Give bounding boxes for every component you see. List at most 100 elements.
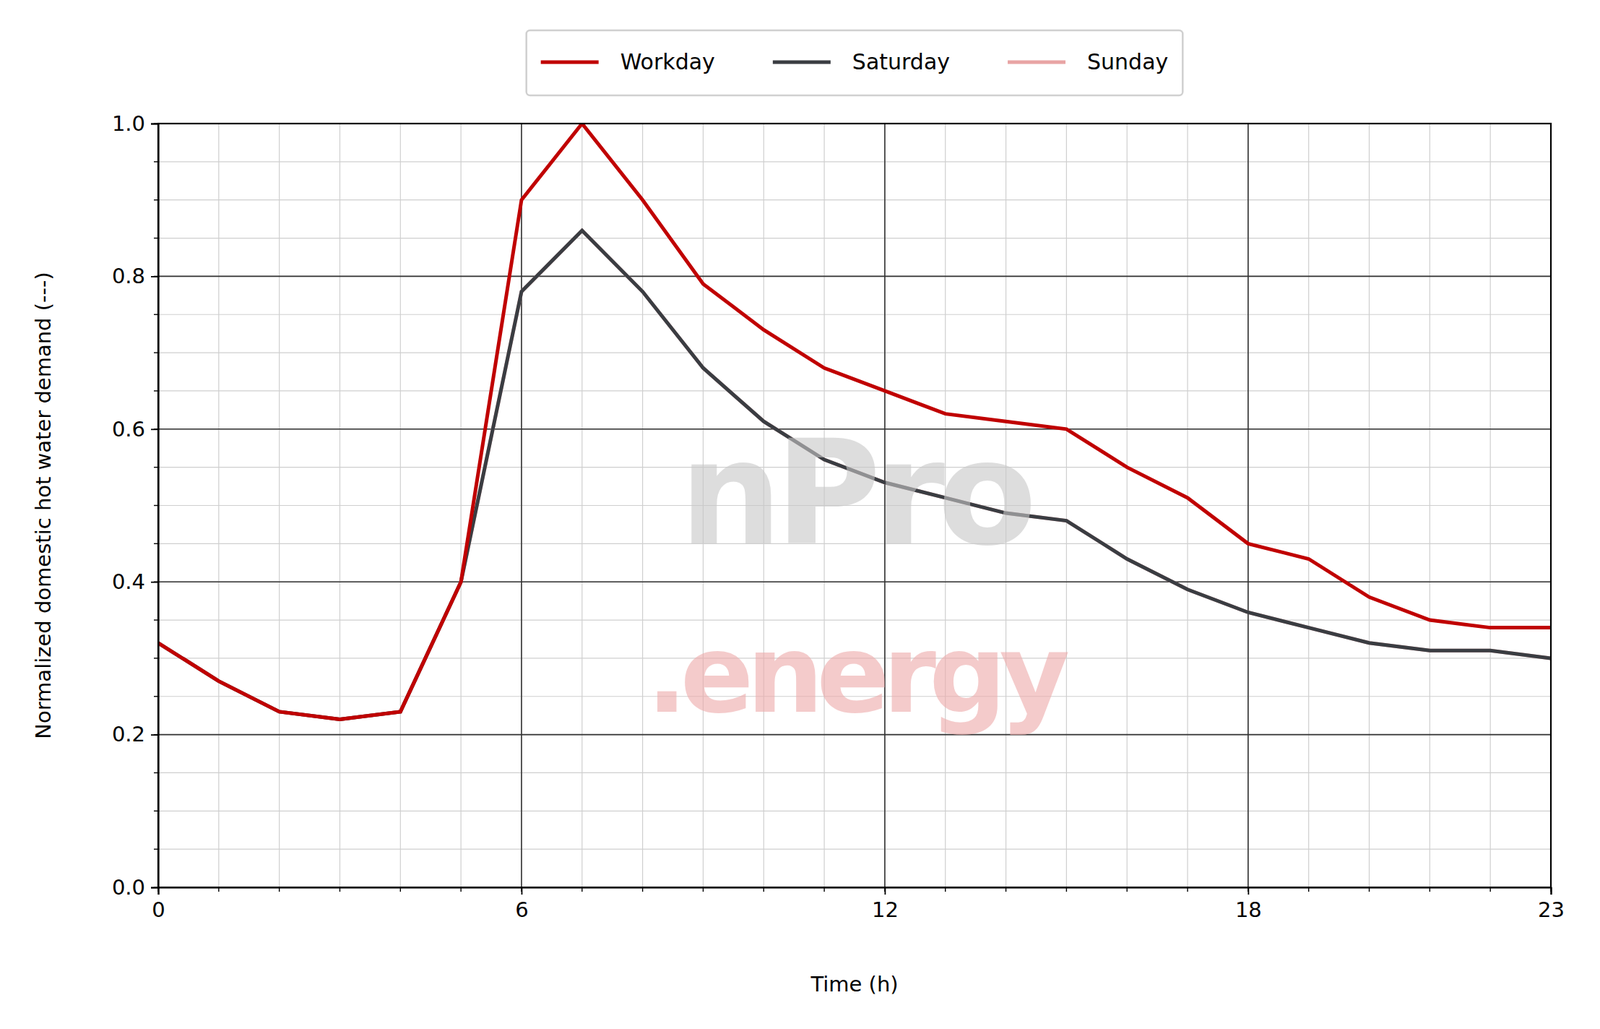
x-minor-tick (278, 887, 280, 892)
x-axis-tick: 6 (515, 887, 529, 922)
minor-grid-line (158, 390, 1551, 391)
y-axis-tick-label: 1.0 (111, 111, 146, 136)
plot: 0 6 12 18 23 0.0 0.2 0.4 0.6 0.8 1.0 (111, 111, 1565, 922)
y-minor-tick (153, 428, 159, 430)
x-minor-tick (581, 887, 583, 892)
y-minor-tick (153, 886, 159, 888)
grid-line (1247, 123, 1249, 888)
minor-grid-line (158, 237, 1551, 239)
legend-item: Sunday (1007, 49, 1169, 75)
legend-box (526, 30, 1184, 96)
y-axis-tick: 0.4 (111, 569, 159, 594)
x-minor-tick (702, 887, 704, 892)
watermark-text: nPro (679, 408, 1032, 578)
minor-grid-line (520, 123, 522, 888)
y-axis-tick-mark (150, 581, 159, 583)
x-minor-tick (1429, 887, 1431, 892)
legend-swatch (1007, 60, 1066, 65)
y-axis-tick-mark (150, 428, 159, 430)
y-axis-tick-label: 0.2 (111, 721, 146, 747)
x-minor-tick (1368, 887, 1370, 892)
y-minor-tick (153, 466, 159, 468)
y-minor-tick (153, 657, 159, 659)
y-axis-line (150, 124, 159, 888)
x-axis-tick-mark (1247, 887, 1249, 895)
minor-grid-line (158, 772, 1551, 773)
y-minor-tick (153, 810, 159, 812)
x-minor-tick (763, 887, 765, 892)
minor-grid-line (158, 810, 1551, 812)
y-minor-tick (153, 199, 159, 201)
x-minor-tick (460, 887, 461, 892)
minor-grid-line (158, 314, 1551, 315)
y-axis-tick: 1.0 (111, 111, 159, 136)
y-axis-tick-label: 0.8 (111, 263, 146, 289)
x-axis-tick: 0 (151, 887, 165, 922)
y-minor-tick (153, 581, 159, 583)
y-minor-tick (153, 695, 159, 697)
x-minor-tick (339, 887, 341, 892)
y-minor-tick (153, 619, 159, 620)
x-minor-tick (1308, 887, 1309, 892)
watermark-text: .energy (646, 611, 1070, 737)
chart: 0 6 12 18 23 0.0 0.2 0.4 0.6 0.8 1.0 nPro .energy Tim… (0, 0, 1600, 1029)
y-axis-tick-label: 0.6 (111, 416, 146, 442)
x-minor-tick (823, 887, 825, 892)
y-minor-tick (153, 275, 159, 277)
x-axis-tick: 12 (871, 887, 899, 922)
grid-line (158, 275, 1551, 278)
legend: Workday Saturday Sunday (526, 30, 1184, 96)
y-axis-tick: 0.0 (111, 874, 159, 900)
x-axis-line (158, 887, 1552, 895)
x-minor-tick (642, 887, 643, 892)
x-minor-tick (157, 887, 159, 892)
x-axis: 0 6 12 18 23 (151, 887, 1565, 922)
x-minor-tick (1247, 887, 1249, 892)
x-axis-tick-mark (1550, 887, 1553, 895)
y-axis-tick-mark (150, 275, 159, 278)
x-minor-tick (1066, 887, 1067, 892)
x-minor-tick (1550, 887, 1551, 892)
x-minor-tick (1489, 887, 1491, 892)
legend-label: Workday (620, 49, 716, 75)
minor-grid-line (158, 352, 1551, 354)
minor-grid-line (1247, 123, 1249, 888)
x-minor-tick (1126, 887, 1128, 892)
x-axis-title: Time (h) (809, 971, 898, 997)
x-minor-tick (1186, 887, 1188, 892)
y-axis-tick-mark (150, 733, 159, 736)
x-minor-tick (400, 887, 401, 892)
x-axis-tick: 23 (1537, 887, 1565, 922)
x-minor-tick (944, 887, 946, 892)
y-axis-tick-label: 0.0 (111, 874, 146, 900)
x-minor-tick (218, 887, 219, 892)
y-axis-title: Normalized domestic hot water demand (--… (31, 271, 56, 739)
y-minor-tick (153, 848, 159, 849)
legend-label: Sunday (1087, 49, 1169, 75)
minor-grid-line (158, 275, 1551, 277)
y-axis: 0.0 0.2 0.4 0.6 0.8 1.0 (111, 111, 159, 900)
x-minor-tick (1005, 887, 1007, 892)
legend-swatch (772, 60, 831, 65)
y-axis-tick: 0.8 (111, 263, 159, 289)
y-minor-tick (153, 351, 159, 353)
x-axis-tick-label: 0 (151, 897, 165, 922)
grid-line (520, 123, 523, 888)
x-axis-tick-label: 6 (515, 897, 529, 922)
minor-grid-line (158, 161, 1551, 162)
x-axis-tick: 18 (1235, 887, 1262, 922)
x-axis-tick-mark (521, 887, 523, 895)
plot-frame (158, 123, 1551, 888)
x-minor-tick (884, 887, 885, 892)
y-minor-tick (153, 733, 159, 735)
watermark: nPro .energy (646, 408, 1070, 737)
x-axis-tick-label: 18 (1235, 897, 1262, 922)
y-minor-tick (153, 314, 159, 315)
x-axis-tick-mark (884, 887, 887, 895)
legend-item: Workday (541, 49, 716, 75)
y-axis-tick-label: 0.4 (111, 569, 146, 594)
y-axis-tick: 0.2 (111, 721, 159, 747)
legend-item: Saturday (772, 49, 950, 75)
y-minor-tick (153, 237, 159, 239)
y-minor-tick (153, 772, 159, 773)
